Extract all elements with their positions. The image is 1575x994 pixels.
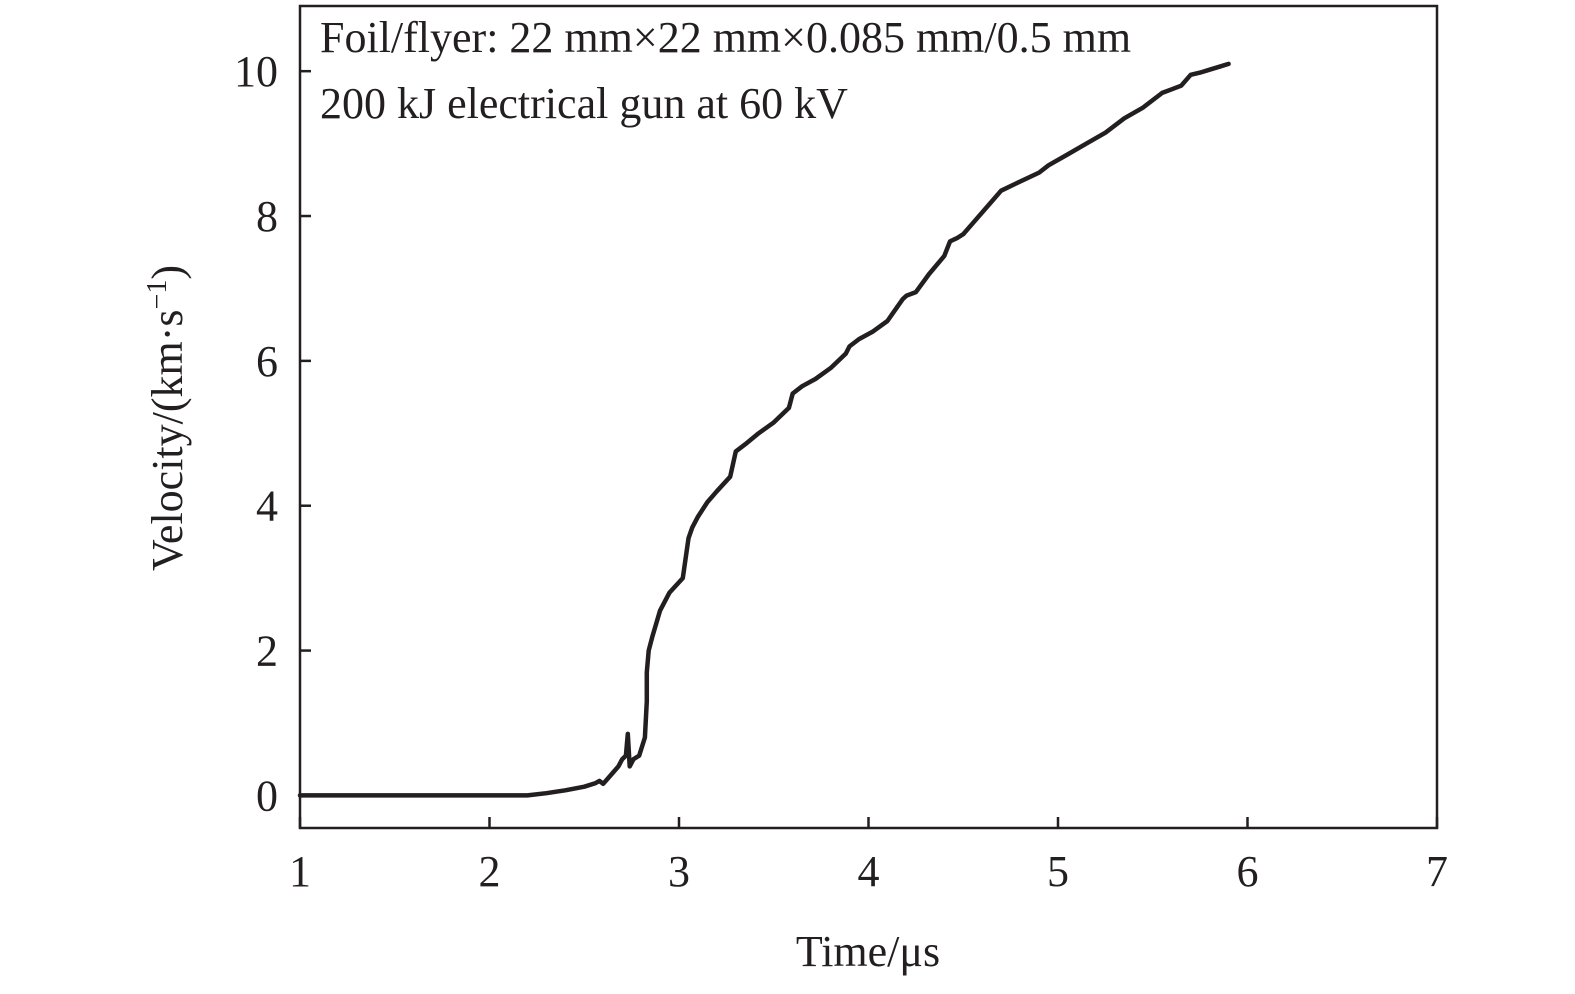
- velocity-series-line: [297, 61, 1231, 798]
- y-axis-label-exponent: −1: [142, 280, 173, 310]
- y-axis-ticks: 0 2 4 6 8 10: [234, 47, 311, 820]
- x-axis-label: Time/μs: [796, 927, 940, 976]
- series-group: [297, 61, 1231, 798]
- y-tick-label: 4: [256, 482, 278, 531]
- y-tick-label: 0: [256, 771, 278, 820]
- x-tick-label: 7: [1426, 847, 1448, 896]
- y-axis-label: Velocity/(km·s−1): [142, 265, 192, 571]
- y-tick-label: 2: [256, 627, 278, 676]
- y-axis-label-main: Velocity/(km·s: [143, 309, 192, 571]
- x-tick-label: 5: [1047, 847, 1069, 896]
- x-tick-label: 3: [668, 847, 690, 896]
- plot-frame: [298, 4, 1439, 830]
- y-tick-label: 8: [256, 192, 278, 241]
- y-tick-label: 10: [234, 47, 278, 96]
- x-tick-label: 4: [858, 847, 880, 896]
- y-tick-label: 6: [256, 337, 278, 386]
- annotation-line-1: Foil/flyer: 22 mm×22 mm×0.085 mm/0.5 mm: [320, 13, 1131, 62]
- x-tick-label: 1: [289, 847, 311, 896]
- y-axis-label-tail: ): [143, 265, 192, 280]
- x-tick-label: 2: [479, 847, 501, 896]
- annotation-line-2: 200 kJ electrical gun at 60 kV: [320, 79, 848, 128]
- x-axis-ticks: 1 2 3 4 5 6 7: [289, 817, 1448, 896]
- x-tick-label: 6: [1237, 847, 1259, 896]
